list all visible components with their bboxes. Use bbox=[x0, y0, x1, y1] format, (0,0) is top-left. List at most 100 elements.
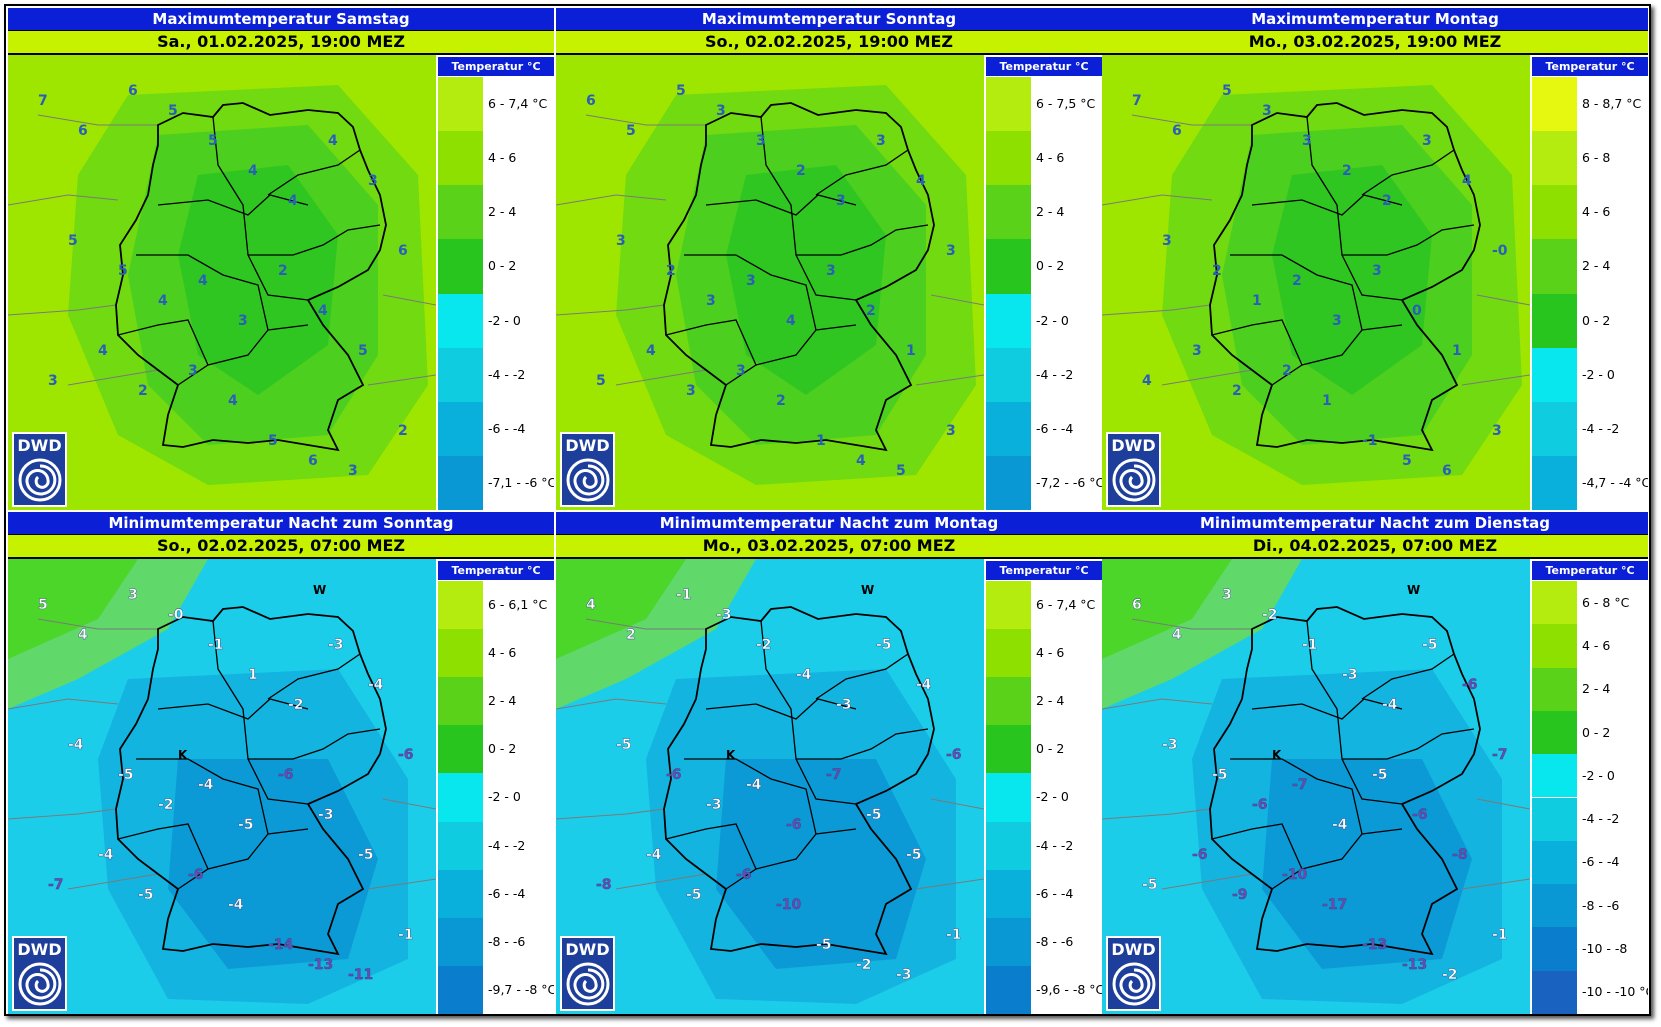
legend-label: 0 - 2 bbox=[1582, 312, 1611, 328]
temperature-value: -8 bbox=[596, 877, 612, 893]
panel-title: Maximumtemperatur Samstag bbox=[8, 8, 554, 31]
temperature-map[interactable]: 6 4 3 -2 -1 -3 -4 -5 -6 -3 -5 -6 -7 -4 -5 -6 -8 -7 -5 -6 -9 -… bbox=[1102, 559, 1530, 1014]
state-border bbox=[684, 254, 817, 331]
temperature-value: 3 bbox=[826, 263, 836, 279]
state-border bbox=[1361, 653, 1455, 700]
border-line bbox=[915, 878, 984, 890]
legend-swatch bbox=[1532, 624, 1577, 668]
legend-label: -2 - 0 bbox=[488, 312, 521, 328]
temperature-value: 3 bbox=[1422, 133, 1432, 149]
legend-entry: -6 - -4 bbox=[1532, 840, 1648, 885]
temperature-value: -2 bbox=[288, 697, 304, 713]
legend-swatch bbox=[986, 821, 1031, 870]
state-border bbox=[1251, 194, 1403, 216]
border-line bbox=[67, 873, 159, 890]
state-border bbox=[760, 620, 857, 805]
legend-swatch bbox=[1532, 840, 1577, 885]
state-border bbox=[1342, 728, 1475, 760]
legend-swatch bbox=[438, 821, 483, 870]
legend-entry: -4 - -2 bbox=[986, 347, 1102, 402]
temperature-value: -1 bbox=[676, 587, 692, 603]
temperature-value: -1 bbox=[946, 927, 962, 943]
dwd-logo: DWD bbox=[560, 936, 615, 1011]
legend-label: 2 - 4 bbox=[488, 693, 517, 709]
state-border bbox=[117, 823, 209, 870]
legend-label: -9,6 - -8 °C bbox=[1036, 981, 1102, 997]
legend-entry: -6 - -4 bbox=[986, 869, 1102, 918]
legend-entry: -7,1 - -6 °C bbox=[438, 455, 554, 510]
dwd-logo-text: DWD bbox=[565, 436, 610, 455]
temperature-value: -5 bbox=[358, 847, 374, 863]
legend-swatch bbox=[986, 185, 1031, 240]
legend-entry: 0 - 2 bbox=[986, 239, 1102, 294]
temperature-value: -4 bbox=[98, 847, 114, 863]
legend: Temperatur °C 8 - 8,7 °C 6 - 8 4 - 6 2 - 4 0… bbox=[1532, 57, 1648, 510]
temperature-value: -5 bbox=[1142, 877, 1158, 893]
legend-label: -2 - 0 bbox=[1036, 789, 1069, 805]
dwd-logo: DWD bbox=[1106, 936, 1161, 1011]
state-border bbox=[267, 149, 361, 196]
temperature-value: -3 bbox=[896, 967, 912, 983]
legend-entry: 4 - 6 bbox=[986, 131, 1102, 186]
temperature-zone bbox=[178, 165, 338, 395]
legend-label: -4 - -2 bbox=[488, 366, 526, 382]
temperature-value: -6 bbox=[666, 767, 682, 783]
state-border bbox=[725, 828, 857, 890]
legend-label: -2 - 0 bbox=[488, 789, 521, 805]
temperature-value: 6 bbox=[128, 83, 138, 99]
temperature-value: -1 bbox=[1362, 433, 1378, 449]
legend-swatch bbox=[1532, 754, 1577, 798]
temperature-value: 2 bbox=[1212, 263, 1222, 279]
temperature-value: -6 bbox=[1252, 797, 1268, 813]
temperature-value: 3 bbox=[238, 313, 248, 329]
temperature-map[interactable]: 4 2 -1 -3 -2 -4 -3 -5 -4 -5 -6 -3 -4 -6 -7 -5 -5 -6 -8 -4 -5… bbox=[556, 559, 984, 1014]
temperature-value: -1 bbox=[1302, 637, 1318, 653]
legend-label: 4 - 6 bbox=[488, 645, 517, 661]
legend-label: -2 - 0 bbox=[1036, 312, 1069, 328]
temperature-value: 2 bbox=[278, 263, 288, 279]
temperature-value: 3 bbox=[1372, 263, 1382, 279]
temperature-map[interactable]: 6 5 5 3 3 2 3 3 4 3 2 3 3 4 3 2 1 3 5 4 3 3 2 1 4 5 3 DWD bbox=[556, 55, 984, 510]
temperature-value: -2 bbox=[856, 957, 872, 973]
temperature-value: 3 bbox=[348, 463, 358, 479]
temperature-map[interactable]: 7 6 6 5 5 4 4 4 3 5 5 4 4 3 2 4 5 6 3 4 2 3 4 5 6 3 2 DWD bbox=[8, 55, 436, 510]
temperature-value: -7 bbox=[48, 877, 64, 893]
temperature-value: 3 bbox=[1492, 423, 1502, 439]
temperature-value: -0 bbox=[168, 607, 184, 623]
legend-entry: 0 - 2 bbox=[1532, 293, 1648, 348]
legend-label: 4 - 6 bbox=[488, 150, 517, 166]
temperature-zone bbox=[1102, 559, 1232, 659]
temperature-value: -5 bbox=[866, 807, 882, 823]
legend-entry: -6 - -4 bbox=[438, 869, 554, 918]
legend-swatch bbox=[986, 455, 1031, 510]
dwd-logo: DWD bbox=[12, 432, 67, 507]
legend-swatch bbox=[1532, 131, 1577, 186]
legend-entry: 2 - 4 bbox=[1532, 667, 1648, 711]
temperature-value: 1 bbox=[1322, 393, 1332, 409]
temperature-value: 4 bbox=[856, 453, 866, 469]
border-line bbox=[556, 808, 665, 820]
legend-entry: 2 - 4 bbox=[986, 185, 1102, 240]
temperature-value: -13 bbox=[1362, 937, 1387, 953]
temperature-value: -4 bbox=[1332, 817, 1348, 833]
map-canvas: 4 2 -1 -3 -2 -4 -3 -5 -4 -5 -6 -3 -4 -6 -7 -5 -5 -6 -8 -4 -5… bbox=[556, 559, 984, 1014]
legend-swatch bbox=[986, 869, 1031, 918]
state-border bbox=[760, 116, 857, 301]
legend-swatch bbox=[438, 917, 483, 966]
legend-entry: 6 - 7,5 °C bbox=[986, 77, 1102, 132]
state-border bbox=[212, 620, 309, 805]
temperature-value: 5 bbox=[38, 597, 48, 613]
legend-label: -4 - -2 bbox=[1582, 420, 1620, 436]
border-line bbox=[1102, 304, 1211, 316]
legend-swatch bbox=[1532, 667, 1577, 711]
temperature-value: 3 bbox=[716, 103, 726, 119]
temperature-map[interactable]: 7 6 5 3 3 2 2 3 4 3 2 1 2 3 3 0 1 -0 4 3 2 2 1 -1 5 6 3 DWD bbox=[1102, 55, 1530, 510]
legend-entry: -8 - -6 bbox=[438, 917, 554, 966]
temperature-value: 3 bbox=[736, 363, 746, 379]
border-line bbox=[37, 114, 158, 126]
temperature-map[interactable]: 5 4 3 -0 -1 1 -2 -3 -4 -4 -5 -2 -4 -5 -6 -3 -5 -6 -7 -4 -5 -6… bbox=[8, 559, 436, 1014]
legend-entry: -9,6 - -8 °C bbox=[986, 965, 1102, 1014]
germany-outline bbox=[1209, 606, 1481, 956]
temperature-value: -13 bbox=[1402, 957, 1427, 973]
legend-entry: -2 - 0 bbox=[1532, 347, 1648, 402]
